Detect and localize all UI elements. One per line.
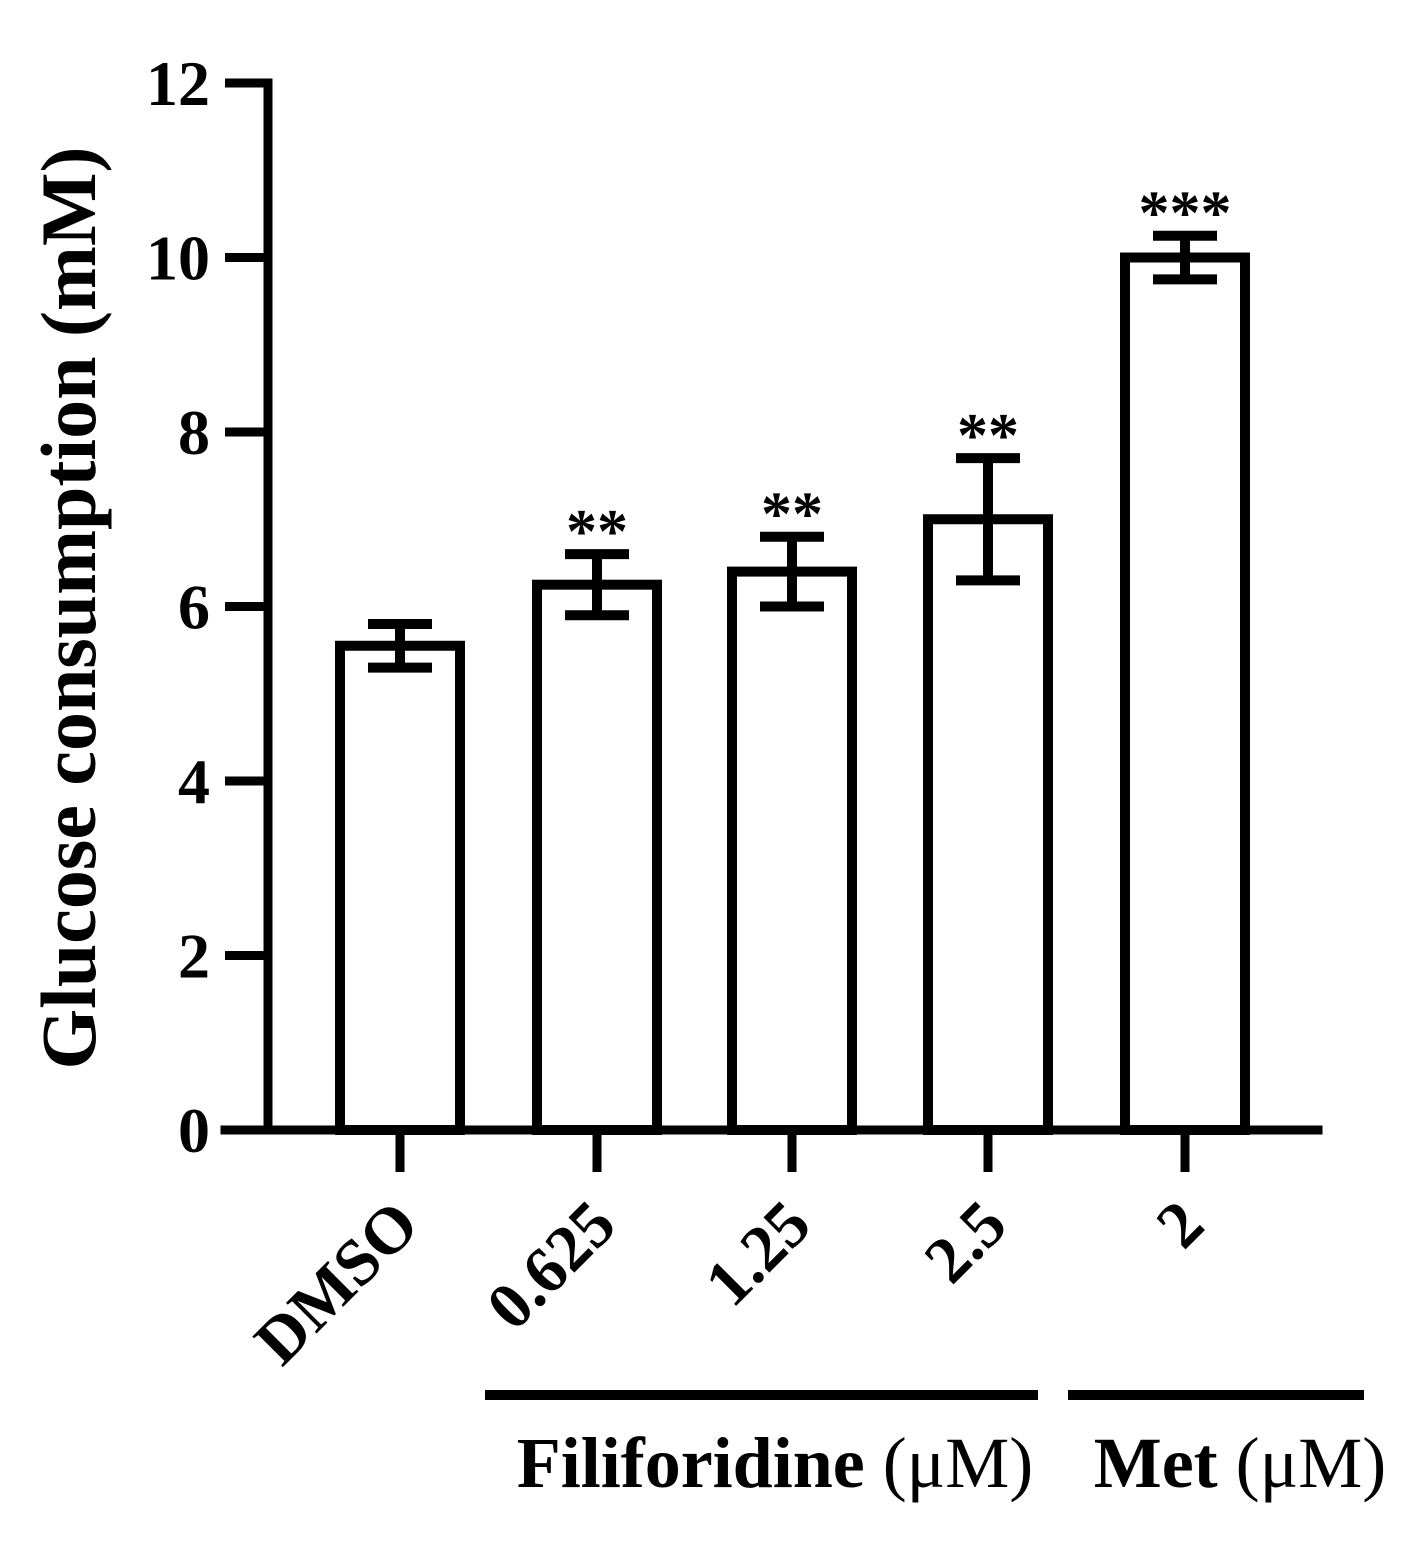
y-tick-label: 6 (178, 572, 210, 643)
y-tick-label: 4 (178, 746, 210, 817)
y-tick-label: 0 (178, 1095, 210, 1166)
y-tick-label: 12 (146, 48, 210, 119)
group-unit: (μM) (883, 1423, 1034, 1503)
bar (727, 566, 857, 1135)
y-tick-label: 10 (146, 223, 210, 294)
group-name: Filiforidine (517, 1423, 883, 1503)
x-tick-label: 2.5 (911, 1187, 1021, 1297)
x-tick-label: DMSO (241, 1187, 433, 1379)
significance-mark: ** (761, 481, 823, 549)
bar (923, 514, 1053, 1135)
significance-mark: ** (566, 498, 628, 566)
y-axis-label-group: Glucose consumption (mM) (25, 147, 112, 1070)
group-label: Met (μM) (1094, 1423, 1386, 1503)
y-axis-label: Glucose consumption (mM) (25, 147, 112, 1070)
bar (1120, 252, 1250, 1135)
x-tick-label: 1.25 (691, 1187, 824, 1320)
y-tick-label: 8 (178, 397, 210, 468)
group-label: Filiforidine (μM) (517, 1423, 1034, 1503)
significance-mark: ** (957, 402, 1019, 470)
bar (532, 579, 662, 1135)
group-unit: (μM) (1236, 1423, 1387, 1503)
y-tick-label: 2 (178, 921, 210, 992)
bar (335, 640, 465, 1135)
significance-mark: *** (1139, 180, 1232, 248)
group-name: Met (1094, 1423, 1236, 1503)
x-tick-label: 0.625 (473, 1187, 630, 1344)
x-tick-label: 2 (1143, 1187, 1218, 1262)
